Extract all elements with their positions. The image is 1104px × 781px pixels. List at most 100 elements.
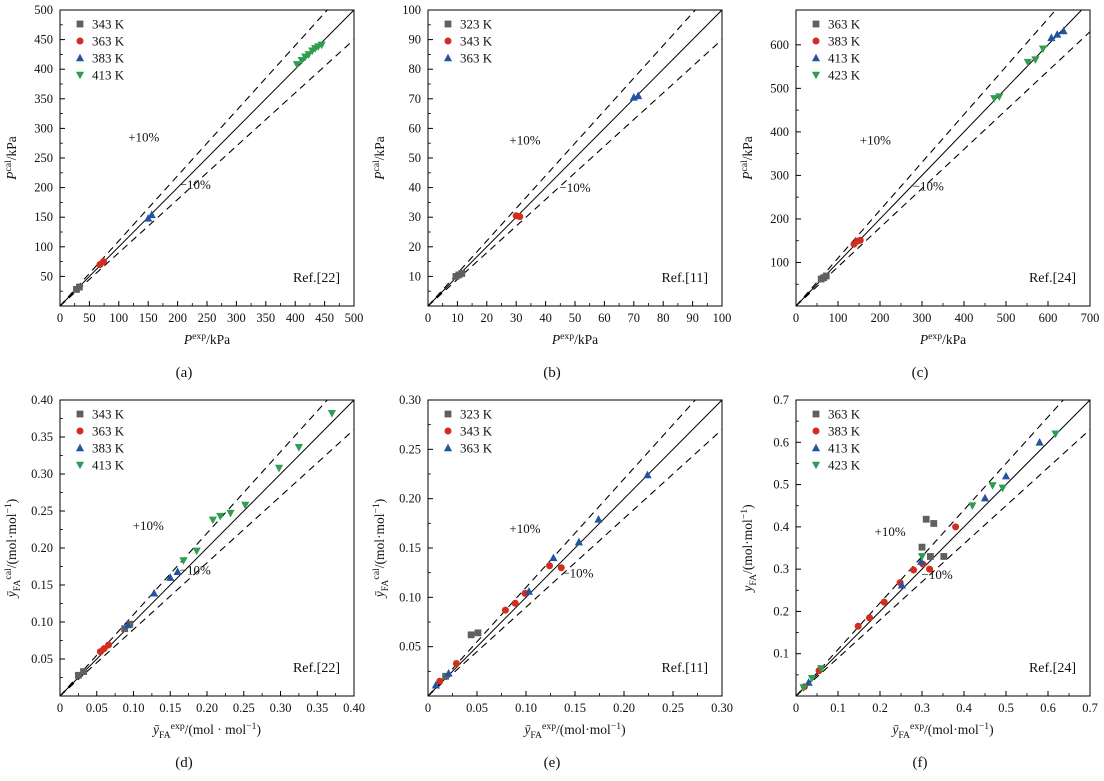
svg-text:Pcal/kPa: Pcal/kPa — [371, 136, 387, 181]
svg-text:343 K: 343 K — [460, 34, 493, 49]
svg-text:450: 450 — [34, 33, 53, 47]
svg-text:400: 400 — [770, 125, 789, 139]
svg-text:60: 60 — [598, 311, 611, 325]
svg-text:0.40: 0.40 — [343, 701, 365, 715]
svg-text:0.35: 0.35 — [306, 701, 328, 715]
svg-text:413 K: 413 K — [92, 68, 125, 83]
svg-text:10: 10 — [451, 311, 464, 325]
svg-text:383 K: 383 K — [92, 51, 125, 66]
svg-text:200: 200 — [871, 311, 890, 325]
svg-text:400: 400 — [955, 311, 974, 325]
svg-text:413 K: 413 K — [92, 458, 125, 473]
svg-text:413 K: 413 K — [828, 441, 861, 456]
svg-text:423 K: 423 K — [828, 68, 861, 83]
svg-text:400: 400 — [34, 62, 53, 76]
svg-text:0.7: 0.7 — [1082, 701, 1098, 715]
svg-text:90: 90 — [686, 311, 699, 325]
svg-text:Ref.[24]: Ref.[24] — [1029, 661, 1076, 676]
svg-text:300: 300 — [913, 311, 932, 325]
svg-text:363 K: 363 K — [460, 441, 493, 456]
svg-text:343 K: 343 K — [460, 424, 493, 439]
svg-text:343 K: 343 K — [92, 407, 125, 422]
chart-caption-f: (f) — [912, 755, 928, 771]
parity-plot-b: 0 10 20 30 40 50 60 70 80 90 100 10 20 30 40 50 60 70 80 90… — [368, 0, 736, 390]
svg-text:+10%: +10% — [509, 521, 540, 536]
svg-text:0.5: 0.5 — [773, 478, 789, 492]
svg-text:0: 0 — [57, 701, 63, 715]
svg-text:100: 100 — [713, 311, 732, 325]
svg-text:100: 100 — [829, 311, 848, 325]
svg-text:383 K: 383 K — [828, 424, 861, 439]
svg-text:0.25: 0.25 — [31, 504, 53, 518]
svg-text:0: 0 — [57, 311, 63, 325]
svg-text:363 K: 363 K — [92, 424, 125, 439]
svg-text:200: 200 — [34, 181, 53, 195]
svg-text:300: 300 — [227, 311, 246, 325]
svg-text:−10%: −10% — [913, 179, 944, 194]
svg-text:0.10: 0.10 — [515, 701, 537, 715]
svg-text:0.05: 0.05 — [31, 652, 53, 666]
svg-text:90: 90 — [409, 33, 422, 47]
svg-text:500: 500 — [997, 311, 1016, 325]
svg-text:0.3: 0.3 — [773, 562, 789, 576]
svg-text:0.40: 0.40 — [31, 393, 53, 407]
svg-text:350: 350 — [256, 311, 275, 325]
svg-text:100: 100 — [34, 240, 53, 254]
svg-text:60: 60 — [409, 121, 422, 135]
parity-plot-e: 0 0.05 0.10 0.15 0.20 0.25 0.30 0.05 0.10 0.15 0.2… — [368, 390, 736, 781]
svg-text:ȳFAexp/(mol·mol−1): ȳFAexp/(mol·mol−1) — [890, 721, 993, 741]
svg-text:0.20: 0.20 — [399, 492, 421, 506]
svg-text:ȳFAcal/(mol·mol−1): ȳFAcal/(mol·mol−1) — [3, 499, 23, 600]
svg-text:−10%: −10% — [562, 566, 593, 581]
svg-text:363 K: 363 K — [828, 407, 861, 422]
chart-canvas-c: 0 100 200 300 400 500 600 700 100 200 300 400 500 600… — [739, 9, 1099, 347]
svg-text:40: 40 — [539, 311, 552, 325]
svg-text:343 K: 343 K — [92, 17, 125, 32]
svg-text:−10%: −10% — [180, 177, 211, 192]
svg-text:0.15: 0.15 — [31, 578, 53, 592]
svg-text:363 K: 363 K — [828, 17, 861, 32]
chart-canvas-b: 0 10 20 30 40 50 60 70 80 90 100 10 20 30 40 50 60 70 80 90… — [371, 3, 732, 347]
svg-text:0.05: 0.05 — [466, 701, 488, 715]
svg-text:Pexp/kPa: Pexp/kPa — [919, 331, 966, 347]
svg-text:100: 100 — [770, 255, 789, 269]
svg-text:yFA/(mol·mol−1): yFA/(mol·mol−1) — [739, 504, 759, 593]
parity-plot-d: 0 0.05 0.10 0.15 0.20 0.25 0.30 0.35 0.40 0.05 0.1… — [0, 390, 368, 781]
svg-text:0.15: 0.15 — [399, 541, 421, 555]
chart-canvas-e: 0 0.05 0.10 0.15 0.20 0.25 0.30 0.05 0.10 0.15 0.2… — [371, 393, 733, 741]
chart-caption-d: (d) — [175, 755, 193, 771]
svg-text:+10%: +10% — [128, 130, 159, 145]
svg-text:10: 10 — [409, 269, 422, 283]
svg-text:350: 350 — [34, 92, 53, 106]
svg-text:0.3: 0.3 — [914, 701, 930, 715]
svg-text:413 K: 413 K — [828, 51, 861, 66]
svg-text:0.10: 0.10 — [123, 701, 145, 715]
svg-text:0.25: 0.25 — [233, 701, 255, 715]
svg-text:0.15: 0.15 — [159, 701, 181, 715]
svg-text:Pcal/kPa: Pcal/kPa — [739, 136, 755, 181]
svg-text:20: 20 — [481, 311, 494, 325]
svg-text:100: 100 — [402, 3, 421, 17]
svg-text:20: 20 — [409, 240, 422, 254]
svg-text:0.2: 0.2 — [773, 604, 789, 618]
chart-caption-e: (e) — [543, 755, 561, 771]
parity-plot-f: 0 0.1 0.2 0.3 0.4 0.5 0.6 0.7 0.1 0.2 0.3 0.4 0.5 0.6… — [736, 390, 1104, 781]
svg-text:30: 30 — [409, 210, 422, 224]
svg-text:Pexp/kPa: Pexp/kPa — [551, 331, 598, 347]
svg-text:0.1: 0.1 — [830, 701, 846, 715]
svg-text:323 K: 323 K — [460, 407, 493, 422]
svg-text:0.05: 0.05 — [399, 640, 421, 654]
svg-text:0.05: 0.05 — [86, 701, 108, 715]
svg-text:Ref.[22]: Ref.[22] — [293, 271, 340, 286]
svg-text:30: 30 — [510, 311, 523, 325]
svg-text:0.35: 0.35 — [31, 430, 53, 444]
svg-text:423 K: 423 K — [828, 458, 861, 473]
svg-text:Ref.[22]: Ref.[22] — [293, 661, 340, 676]
chart-canvas-a: 0 50 100 150 200 250 300 350 400 450 500 50 100 150 20… — [3, 3, 364, 347]
svg-text:0.30: 0.30 — [270, 701, 292, 715]
svg-text:ȳFAexp/(mol · mol−1): ȳFAexp/(mol · mol−1) — [151, 721, 261, 741]
svg-text:250: 250 — [198, 311, 217, 325]
svg-text:400: 400 — [286, 311, 305, 325]
svg-text:0.4: 0.4 — [773, 520, 789, 534]
svg-text:Ref.[11]: Ref.[11] — [661, 271, 708, 286]
